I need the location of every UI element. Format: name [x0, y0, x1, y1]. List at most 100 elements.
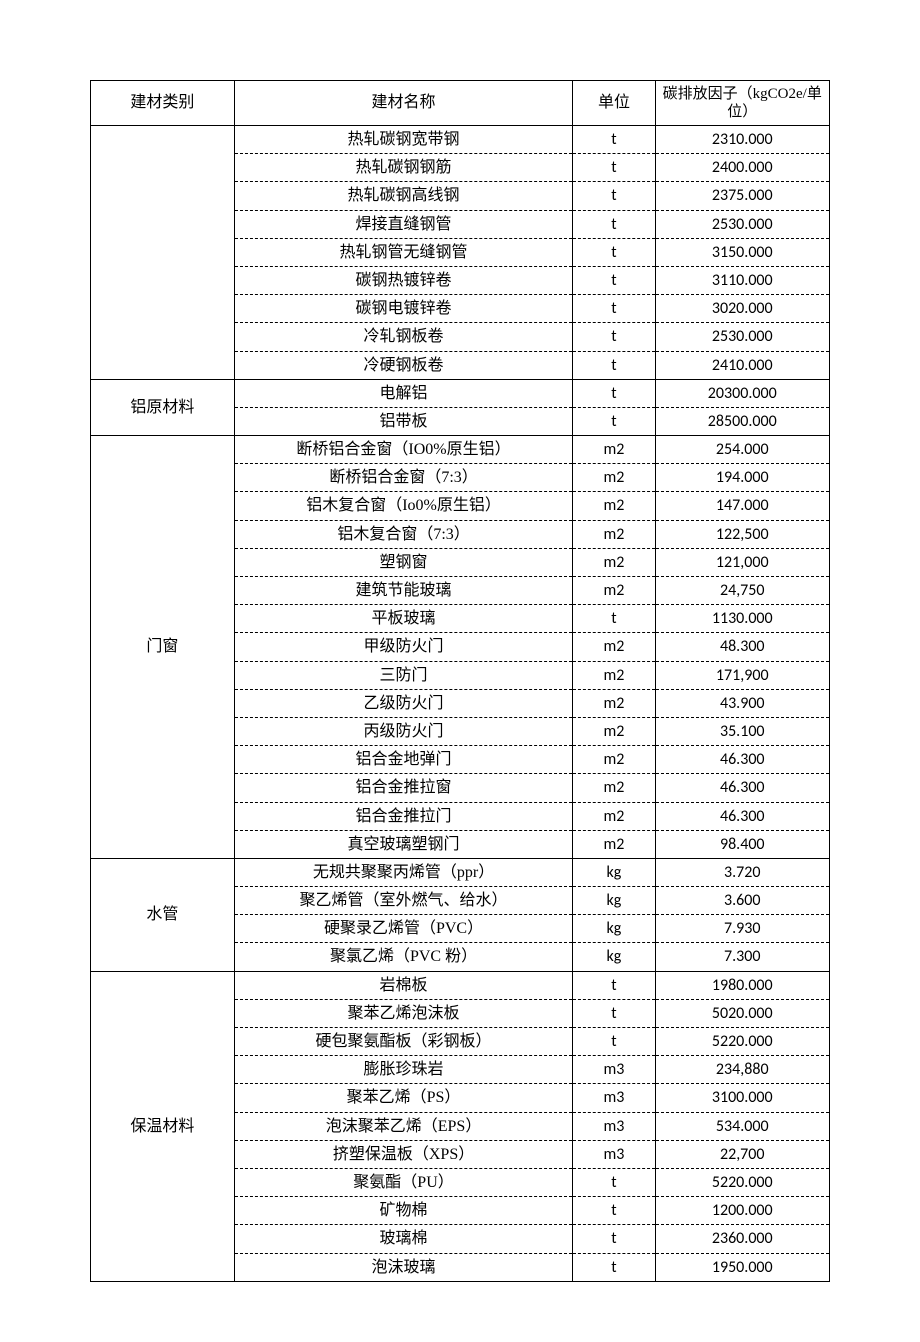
- factor-cell: 3.600: [655, 887, 830, 915]
- materials-table: 建材类别 建材名称 单位 碳排放因子（kgCO2e/单位） 热轧碳钢宽带钢t23…: [90, 80, 830, 1282]
- factor-cell: 2310.000: [655, 126, 830, 154]
- factor-cell: 28500.000: [655, 407, 830, 435]
- unit-cell: t: [573, 1028, 655, 1056]
- unit-cell: t: [573, 1253, 655, 1281]
- factor-cell: 1950.000: [655, 1253, 830, 1281]
- category-cell: 保温材料: [91, 971, 235, 1281]
- factor-cell: 46.300: [655, 802, 830, 830]
- factor-cell: 20300.000: [655, 379, 830, 407]
- factor-cell: 1130.000: [655, 605, 830, 633]
- unit-cell: t: [573, 1168, 655, 1196]
- factor-cell: 46.300: [655, 774, 830, 802]
- factor-cell: 3.720: [655, 858, 830, 886]
- factor-cell: 2530.000: [655, 210, 830, 238]
- material-name-cell: 冷轧钢板卷: [234, 323, 573, 351]
- material-name-cell: 建筑节能玻璃: [234, 577, 573, 605]
- unit-cell: t: [573, 407, 655, 435]
- unit-cell: t: [573, 126, 655, 154]
- factor-cell: 22,700: [655, 1140, 830, 1168]
- unit-cell: t: [573, 210, 655, 238]
- unit-cell: t: [573, 323, 655, 351]
- unit-cell: t: [573, 182, 655, 210]
- factor-cell: 534.000: [655, 1112, 830, 1140]
- factor-cell: 3100.000: [655, 1084, 830, 1112]
- unit-cell: m2: [573, 520, 655, 548]
- material-name-cell: 平板玻璃: [234, 605, 573, 633]
- material-name-cell: 硬聚录乙烯管（PVC）: [234, 915, 573, 943]
- category-cell: 门窗: [91, 436, 235, 859]
- unit-cell: m3: [573, 1056, 655, 1084]
- factor-cell: 254.000: [655, 436, 830, 464]
- factor-cell: 48.300: [655, 633, 830, 661]
- material-name-cell: 乙级防火门: [234, 689, 573, 717]
- material-name-cell: 碳钢电镀锌卷: [234, 295, 573, 323]
- material-name-cell: 聚氨酯（PU）: [234, 1168, 573, 1196]
- unit-cell: t: [573, 266, 655, 294]
- unit-cell: t: [573, 351, 655, 379]
- unit-cell: kg: [573, 943, 655, 971]
- factor-cell: 5220.000: [655, 1168, 830, 1196]
- unit-cell: t: [573, 154, 655, 182]
- material-name-cell: 泡沫玻璃: [234, 1253, 573, 1281]
- material-name-cell: 电解铝: [234, 379, 573, 407]
- table-header: 建材类别 建材名称 单位 碳排放因子（kgCO2e/单位）: [91, 81, 830, 126]
- unit-cell: m2: [573, 774, 655, 802]
- header-name: 建材名称: [234, 81, 573, 126]
- header-factor: 碳排放因子（kgCO2e/单位）: [655, 81, 830, 126]
- material-name-cell: 断桥铝合金窗（7:3）: [234, 464, 573, 492]
- unit-cell: t: [573, 1197, 655, 1225]
- unit-cell: kg: [573, 915, 655, 943]
- material-name-cell: 铝合金地弹门: [234, 746, 573, 774]
- factor-cell: 35.100: [655, 717, 830, 745]
- unit-cell: m2: [573, 436, 655, 464]
- category-cell: 水管: [91, 858, 235, 971]
- factor-cell: 171,900: [655, 661, 830, 689]
- factor-cell: 194.000: [655, 464, 830, 492]
- factor-cell: 5220.000: [655, 1028, 830, 1056]
- unit-cell: m2: [573, 830, 655, 858]
- factor-cell: 2360.000: [655, 1225, 830, 1253]
- factor-cell: 98.400: [655, 830, 830, 858]
- material-name-cell: 碳钢热镀锌卷: [234, 266, 573, 294]
- factor-cell: 121,000: [655, 548, 830, 576]
- unit-cell: t: [573, 238, 655, 266]
- unit-cell: kg: [573, 887, 655, 915]
- material-name-cell: 铝合金推拉门: [234, 802, 573, 830]
- table-row: 门窗断桥铝合金窗（IO0%原生铝）m2254.000: [91, 436, 830, 464]
- unit-cell: m2: [573, 717, 655, 745]
- unit-cell: kg: [573, 858, 655, 886]
- unit-cell: t: [573, 1225, 655, 1253]
- factor-cell: 7.300: [655, 943, 830, 971]
- factor-cell: 2375.000: [655, 182, 830, 210]
- unit-cell: m2: [573, 548, 655, 576]
- factor-cell: 3020.000: [655, 295, 830, 323]
- category-cell: 铝原材料: [91, 379, 235, 435]
- material-name-cell: 泡沫聚苯乙烯（EPS）: [234, 1112, 573, 1140]
- unit-cell: m2: [573, 633, 655, 661]
- document-page: 建材类别 建材名称 单位 碳排放因子（kgCO2e/单位） 热轧碳钢宽带钢t23…: [0, 0, 920, 1342]
- table-row: 铝原材料电解铝t20300.000: [91, 379, 830, 407]
- factor-cell: 122,500: [655, 520, 830, 548]
- material-name-cell: 岩棉板: [234, 971, 573, 999]
- factor-cell: 7.930: [655, 915, 830, 943]
- material-name-cell: 冷硬钢板卷: [234, 351, 573, 379]
- header-unit: 单位: [573, 81, 655, 126]
- material-name-cell: 聚氯乙烯（PVC 粉）: [234, 943, 573, 971]
- material-name-cell: 甲级防火门: [234, 633, 573, 661]
- material-name-cell: 铝木复合窗（Io0%原生铝）: [234, 492, 573, 520]
- material-name-cell: 聚苯乙烯（PS）: [234, 1084, 573, 1112]
- factor-cell: 3150.000: [655, 238, 830, 266]
- table-body: 热轧碳钢宽带钢t2310.000热轧碳钢钢筋t2400.000热轧碳钢高线钢t2…: [91, 126, 830, 1282]
- unit-cell: t: [573, 999, 655, 1027]
- material-name-cell: 聚苯乙烯泡沫板: [234, 999, 573, 1027]
- factor-cell: 1200.000: [655, 1197, 830, 1225]
- material-name-cell: 热轧钢管无缝钢管: [234, 238, 573, 266]
- factor-cell: 2410.000: [655, 351, 830, 379]
- factor-cell: 24,750: [655, 577, 830, 605]
- material-name-cell: 丙级防火门: [234, 717, 573, 745]
- unit-cell: m3: [573, 1140, 655, 1168]
- unit-cell: m2: [573, 746, 655, 774]
- unit-cell: m2: [573, 661, 655, 689]
- factor-cell: 1980.000: [655, 971, 830, 999]
- material-name-cell: 真空玻璃塑钢门: [234, 830, 573, 858]
